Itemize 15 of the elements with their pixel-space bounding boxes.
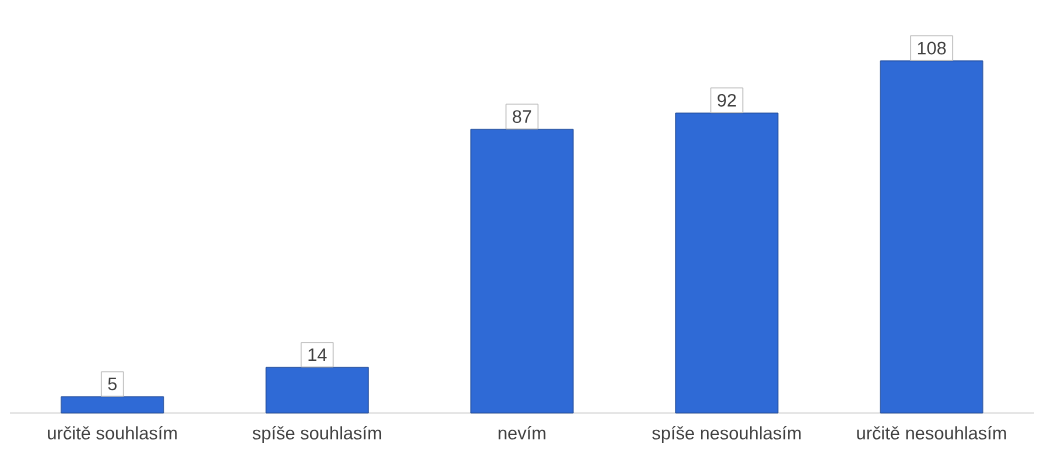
x-tick-label: spíše souhlasím [252,426,382,444]
bar [879,60,984,414]
bar [675,112,779,414]
x-tick-label: spíše nesouhlasím [652,426,801,444]
data-label: 108 [917,41,946,55]
bar [60,396,164,414]
x-tick-label: nevím [498,426,546,440]
data-label: 14 [308,348,327,361]
bar [265,366,369,414]
data-label: 92 [717,93,736,107]
x-tick-label: určitě souhlasím [48,426,177,440]
x-tick-label: určitě nesouhlasím [857,426,1006,440]
data-label: 87 [512,110,532,123]
data-label: 5 [108,377,117,391]
bar [470,128,574,414]
